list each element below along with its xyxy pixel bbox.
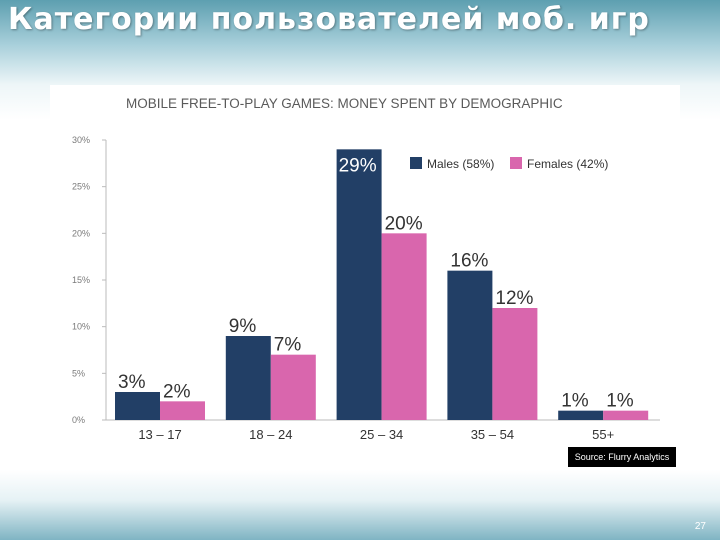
bar-females xyxy=(270,354,316,420)
bar-females xyxy=(492,308,538,420)
y-tick-label: 20% xyxy=(72,228,90,238)
x-tick-label: 18 – 24 xyxy=(249,427,292,442)
y-tick-label: 5% xyxy=(72,368,85,378)
chart-title: MOBILE FREE-TO-PLAY GAMES: MONEY SPENT B… xyxy=(126,96,563,111)
bar-males xyxy=(447,270,493,420)
x-tick-label: 35 – 54 xyxy=(471,427,514,442)
slide-title: Категории пользователей моб. игр xyxy=(8,2,650,37)
y-tick-label: 25% xyxy=(72,182,90,192)
x-tick-label: 55+ xyxy=(592,427,614,442)
y-tick-label: 0% xyxy=(72,415,85,425)
bar-value-label: 1% xyxy=(606,391,634,412)
legend-label-females: Females (42%) xyxy=(527,157,608,171)
bar-value-label: 12% xyxy=(495,288,533,309)
bar-value-label: 16% xyxy=(450,251,488,272)
legend-swatch-females xyxy=(510,157,522,169)
bar-males xyxy=(558,410,604,420)
x-tick-label: 25 – 34 xyxy=(360,427,403,442)
x-tick-label: 13 – 17 xyxy=(138,427,181,442)
bar-males xyxy=(336,149,382,420)
bar-females xyxy=(603,410,649,420)
bar-males xyxy=(225,336,271,420)
bar-value-label: 29% xyxy=(339,155,377,176)
bar-males xyxy=(115,392,160,420)
bar-value-label: 2% xyxy=(163,381,191,402)
bar-value-label: 3% xyxy=(118,372,146,393)
legend-swatch-males xyxy=(410,157,422,169)
bar-value-label: 1% xyxy=(561,391,589,412)
y-tick-label: 30% xyxy=(72,135,90,145)
y-tick-label: 10% xyxy=(72,322,90,332)
bar-females xyxy=(160,401,205,420)
bar-females xyxy=(381,233,427,420)
bar-value-label: 20% xyxy=(385,213,423,234)
bar-value-label: 9% xyxy=(229,316,257,337)
y-tick-label: 15% xyxy=(72,275,90,285)
legend-label-males: Males (58%) xyxy=(427,157,494,171)
page-number: 27 xyxy=(694,521,706,532)
bar-chart: MOBILE FREE-TO-PLAY GAMES: MONEY SPENT B… xyxy=(72,96,660,442)
source-label: Source: Flurry Analytics xyxy=(568,447,676,467)
chart-panel: MOBILE FREE-TO-PLAY GAMES: MONEY SPENT B… xyxy=(50,85,680,470)
bar-value-label: 7% xyxy=(274,335,302,356)
